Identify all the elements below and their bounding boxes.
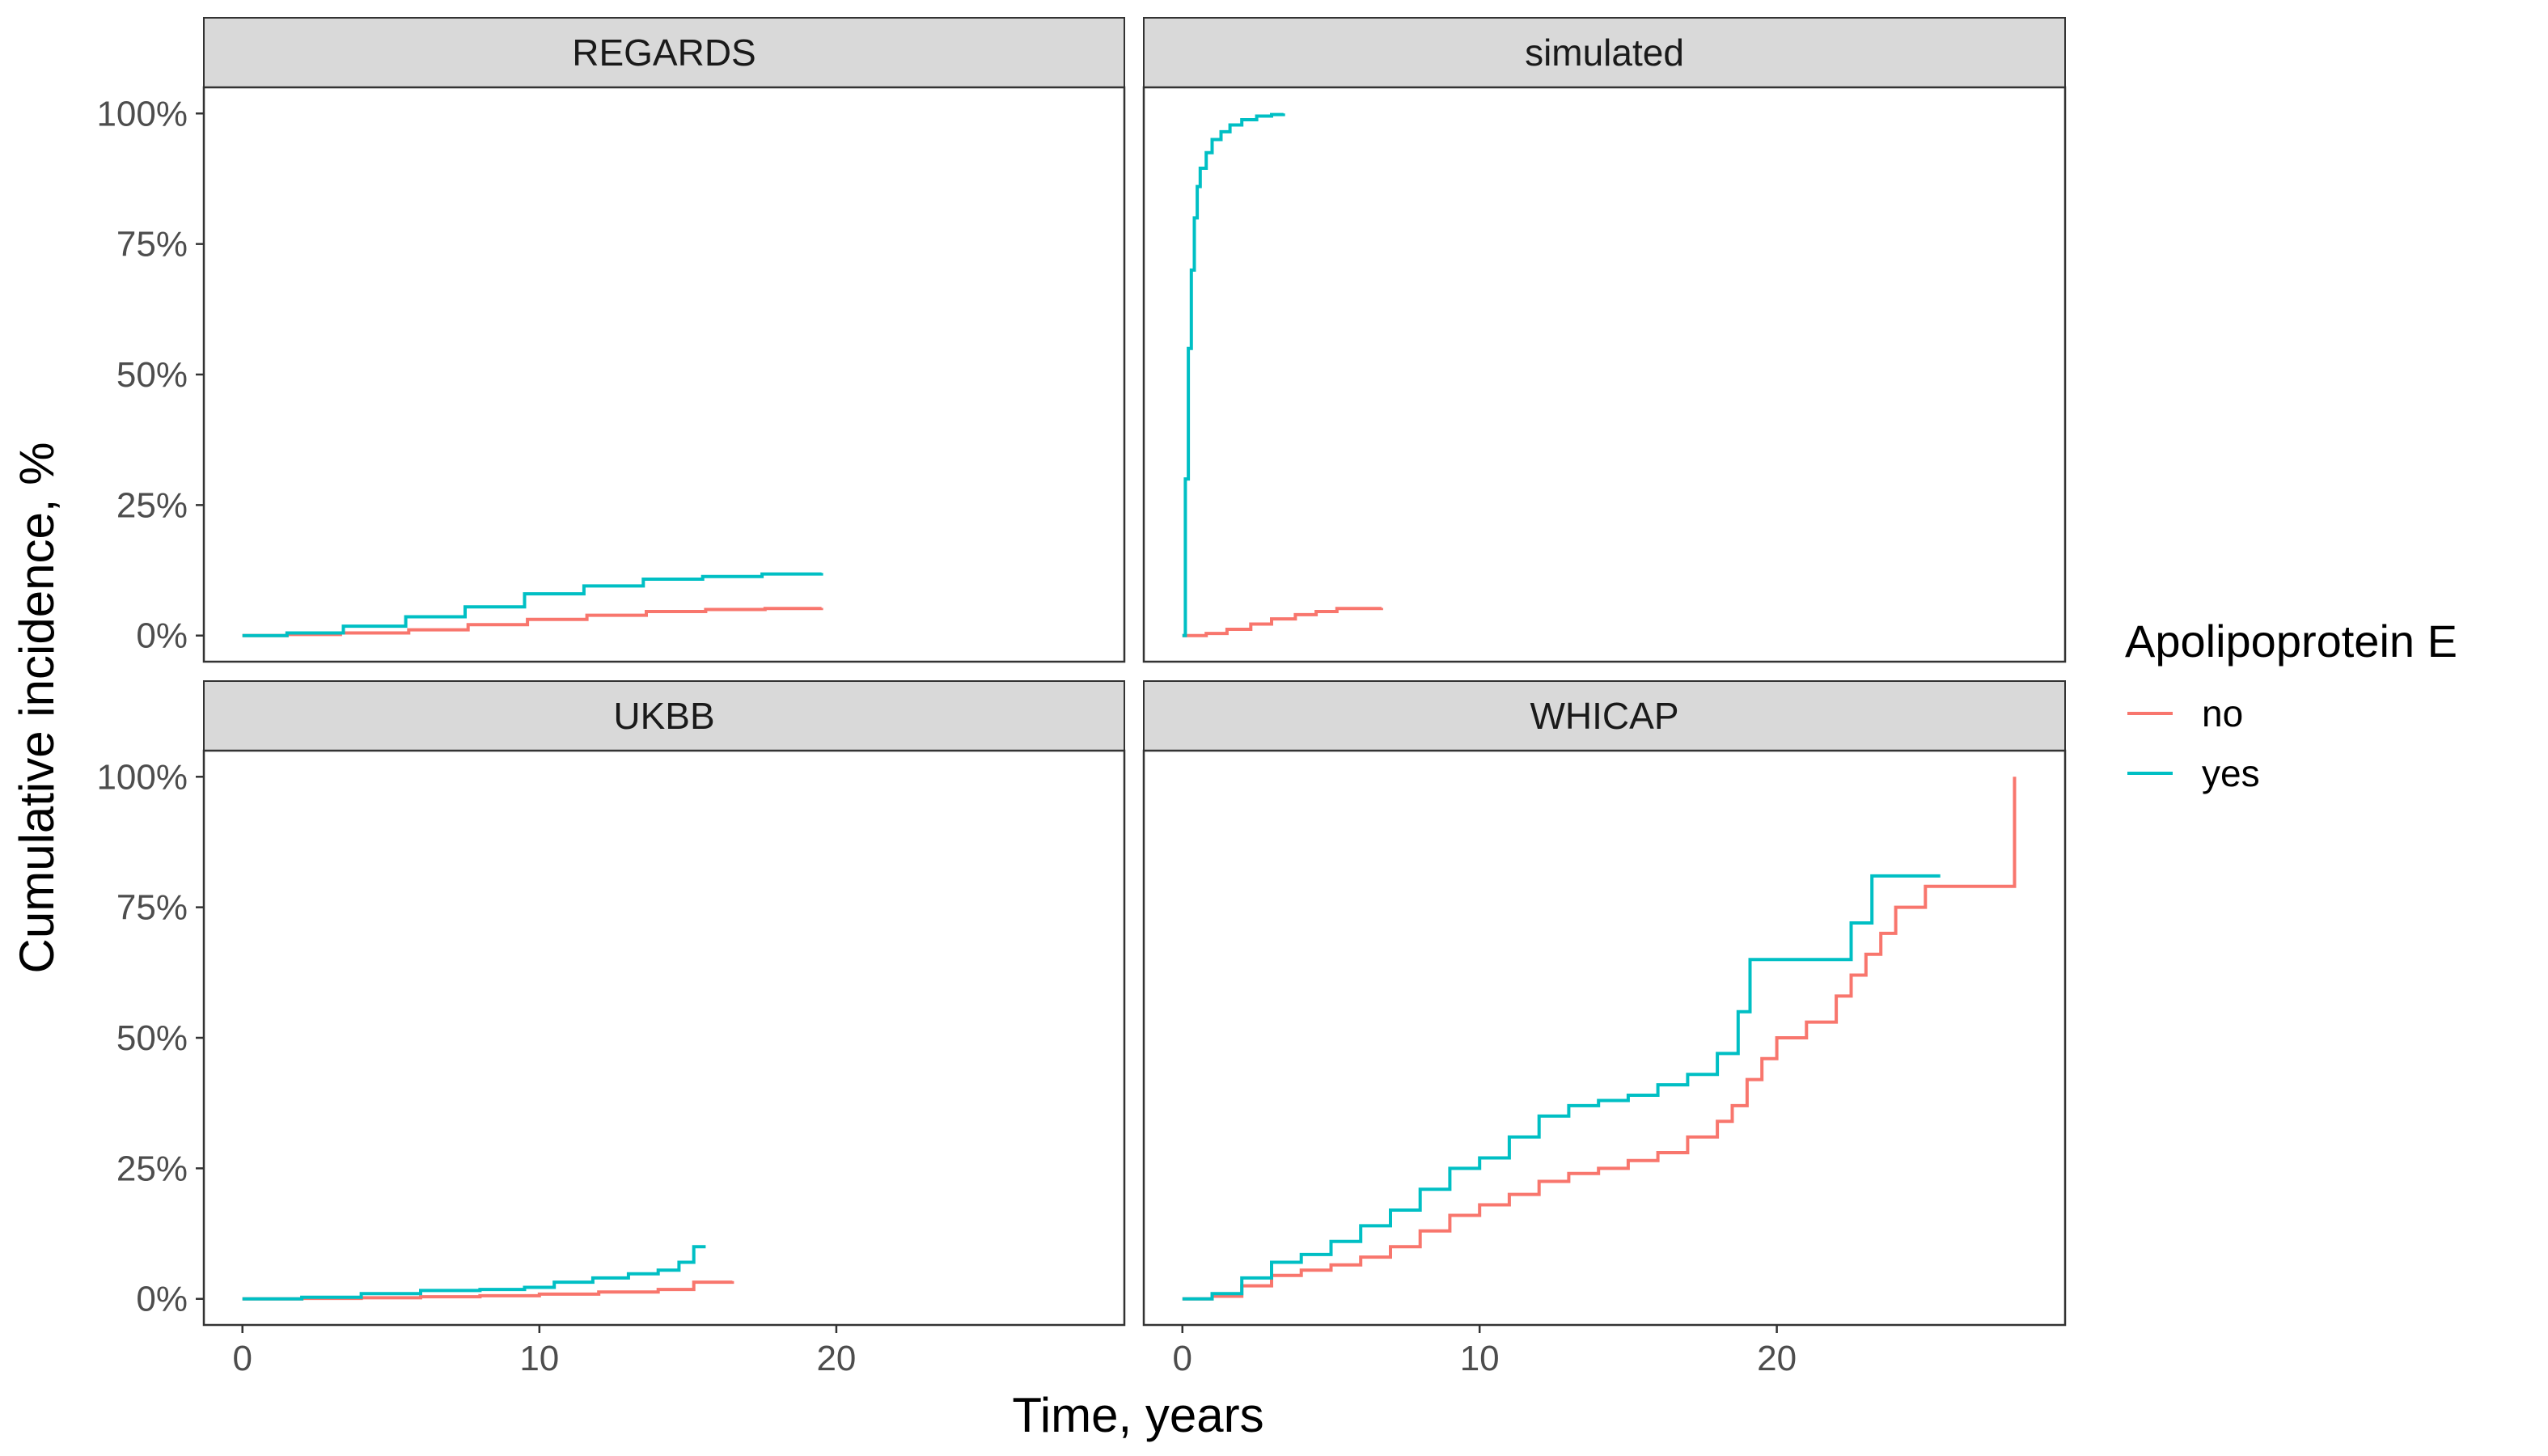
- panels-layer: REGARDS simulated UKBB WHICAP: [202, 17, 2067, 1327]
- legend: Apolipoprotein E no yes: [2125, 616, 2457, 794]
- plot-area-whicap: [1142, 749, 2067, 1327]
- y-tick-label: 75%: [116, 888, 188, 928]
- panel-simulated: simulated: [1142, 17, 2067, 663]
- panel-regards: REGARDS: [202, 17, 1126, 663]
- y-tick-label: 100%: [96, 757, 188, 797]
- panel-ukbb: UKBB: [202, 680, 1126, 1327]
- strip-label-ukbb: UKBB: [613, 695, 714, 737]
- y-tick-label: 50%: [116, 355, 188, 395]
- series-line-simulated-yes: [1182, 112, 1285, 637]
- series-line-ukbb-yes: [242, 1245, 706, 1301]
- x-tick-label: 0: [232, 1339, 252, 1378]
- series-line-regards-yes: [242, 572, 823, 637]
- x-tick-label: 20: [1757, 1339, 1797, 1378]
- x-tick-label: 10: [519, 1339, 559, 1378]
- legend-label-yes: yes: [2202, 752, 2260, 794]
- legend-label-no: no: [2202, 692, 2243, 734]
- strip-whicap: [1143, 680, 2066, 751]
- axes-layer: 0% 25% 50% 75% 100% 0% 25% 50% 75% 100% 0 10 20 0 10 20: [96, 94, 1797, 1378]
- y-tick-label: 0%: [136, 1280, 188, 1319]
- x-axis-title: Time, years: [1012, 1388, 1263, 1442]
- legend-title: Apolipoprotein E: [2125, 616, 2457, 667]
- y-tick-label: 75%: [116, 225, 188, 265]
- x-tick-label: 20: [816, 1339, 856, 1378]
- series-line-whicap-yes: [1182, 874, 1941, 1301]
- series-line-whicap-no: [1182, 777, 2017, 1301]
- plot-area-ukbb: [202, 749, 1126, 1327]
- strip-label-simulated: simulated: [1525, 32, 1684, 74]
- plot-area-simulated: [1142, 86, 2067, 663]
- y-tick-label: 50%: [116, 1018, 188, 1058]
- series-line-simulated-no: [1182, 607, 1383, 637]
- strip-label-regards: REGARDS: [572, 32, 756, 74]
- y-tick-label: 25%: [116, 485, 188, 525]
- y-tick-label: 0%: [136, 616, 188, 656]
- strip-regards: [203, 17, 1125, 88]
- panel-whicap: WHICAP: [1142, 680, 2067, 1327]
- strip-label-whicap: WHICAP: [1530, 695, 1679, 737]
- y-tick-label: 100%: [96, 94, 188, 133]
- x-tick-label: 0: [1173, 1339, 1192, 1378]
- x-tick-label: 10: [1460, 1339, 1500, 1378]
- plot-area-regards: [202, 86, 1126, 663]
- y-axis-title: Cumulative incidence, %: [10, 442, 64, 974]
- strip-ukbb: [203, 680, 1125, 751]
- strip-simulated: [1143, 17, 2066, 88]
- y-tick-label: 25%: [116, 1149, 188, 1188]
